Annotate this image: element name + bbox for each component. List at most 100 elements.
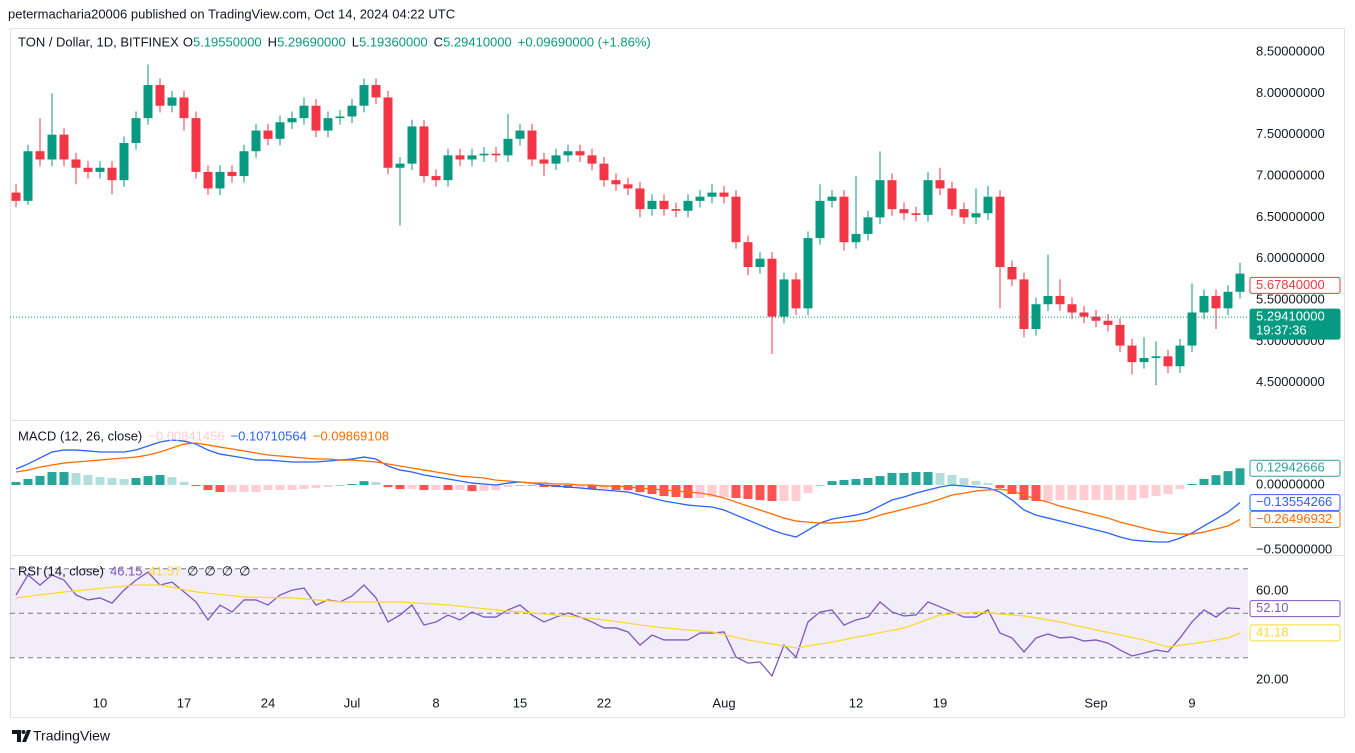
candle-body [275,122,285,139]
ohlc-value: 5.29690000 [277,34,346,49]
histogram-bar [1223,471,1233,486]
x-tick-label: 17 [177,695,191,710]
histogram-bar [863,478,873,486]
histogram-bar [1019,485,1029,500]
candle-body [1091,316,1101,321]
chart-frame [10,28,1345,718]
candle-body [587,155,597,164]
countdown-label: 19:37:36 [1256,323,1307,338]
price-label-box [1249,510,1341,528]
histogram-bar [263,485,273,491]
candle-body [107,167,117,181]
candle-body [767,258,777,317]
candle-body [359,85,369,106]
candle-body [1175,345,1185,367]
candle-body [1067,304,1077,313]
candle-body [899,209,909,214]
candle-body [539,159,549,164]
candle-body [791,279,801,309]
histogram-bar [323,485,333,487]
x-tick-label: 22 [597,695,611,710]
indicator-value: −0.09869108 [313,428,389,443]
histogram-bar [251,485,261,493]
histogram-bar [371,482,381,486]
price-label: 5.29410000 [1256,309,1325,324]
candle-body [455,155,465,160]
candle-body [323,118,333,131]
price-label: −0.26496932 [1256,511,1332,526]
histogram-bar [803,485,813,493]
candle-body [131,118,141,143]
candle-body [71,159,81,168]
candle-body [311,105,321,131]
candle-body [59,134,69,160]
histogram-bar [1151,485,1161,496]
histogram-bar [887,472,897,486]
candle-body [1199,295,1209,313]
histogram-bar [119,479,129,486]
candle-body [1151,356,1161,358]
x-tick-label: 10 [93,695,107,710]
candle-body [1163,356,1173,367]
histogram-bar [599,485,609,489]
y-tick-label: 7.00000000 [1256,167,1325,182]
candle-body [443,155,453,181]
histogram-bar [167,477,177,486]
histogram-bar [935,472,945,486]
candle-body [503,138,513,156]
symbol: TON / Dollar, 1D, BITFINEX [18,34,179,49]
histogram-bar [851,479,861,486]
x-tick-label: 19 [933,695,947,710]
price-label: 5.67840000 [1256,277,1325,292]
histogram-bar [23,478,33,486]
histogram-bar [539,485,549,487]
candle-body [47,134,57,160]
histogram-bar [1139,485,1149,499]
candle-body [935,180,945,189]
candle-body [695,196,705,201]
candle-body [119,142,129,181]
candle-body [347,105,357,117]
histogram-bar [1187,483,1197,486]
histogram-bar [215,485,225,493]
candle-body [947,188,957,210]
histogram-bar [503,485,513,488]
histogram-bar [1091,485,1101,500]
candle-body [395,163,405,168]
histogram-bar [827,481,837,486]
y-tick-label: 7.50000000 [1256,126,1325,141]
candle-body [143,85,153,119]
candle-body [1019,279,1029,330]
histogram-bar [947,475,957,486]
histogram-bar [407,485,417,490]
histogram-bar [491,485,501,490]
candle-body [1115,324,1125,346]
x-tick-label: Jul [344,695,361,710]
histogram-bar [767,485,777,502]
candle-body [407,126,417,164]
histogram-bar [923,472,933,486]
histogram-bar [527,485,537,486]
ohlc-value: 5.19550000 [193,34,262,49]
candle-body [611,180,621,185]
candle-body [599,163,609,181]
histogram-bar [47,472,57,486]
x-tick-label: 8 [432,695,439,710]
candle-body [683,200,693,211]
histogram-bar [131,478,141,486]
candle-body [203,171,213,189]
histogram-bar [419,485,429,490]
histogram-bar [899,472,909,486]
candle-body [731,196,741,243]
ohlc-key: C [434,34,443,49]
candle-body [1007,267,1017,280]
y-tick-label: 6.50000000 [1256,209,1325,224]
x-tick-label: Aug [712,695,735,710]
candle-body [239,151,249,177]
candle-body [191,118,201,172]
y-tick-label: 5.50000000 [1256,292,1325,307]
price-label: 41.18 [1256,624,1289,639]
candle-body [563,151,573,156]
histogram-bar [455,485,465,490]
